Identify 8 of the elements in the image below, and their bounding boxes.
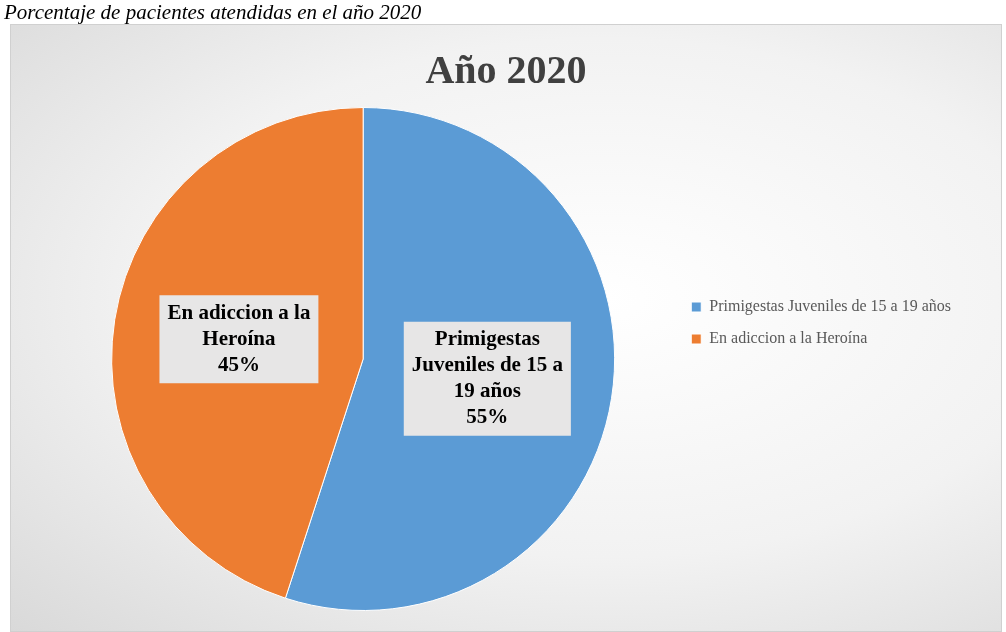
text: Porcentaje de pacientes atendidas en el año 2020 <box>4 0 422 24</box>
slice-label: En adiccion a la Heroína <box>167 299 311 350</box>
slice-label: Primigestas Juveniles de 15 a 19 años <box>411 326 564 403</box>
legend-label: En adiccion a la Heroína <box>709 329 868 347</box>
legend-label: Primigestas Juveniles de 15 a 19 años <box>709 297 952 316</box>
data-label: 55% <box>466 404 509 429</box>
data-label: 45% <box>217 351 260 376</box>
chart-title: Año 2020 <box>425 47 587 93</box>
